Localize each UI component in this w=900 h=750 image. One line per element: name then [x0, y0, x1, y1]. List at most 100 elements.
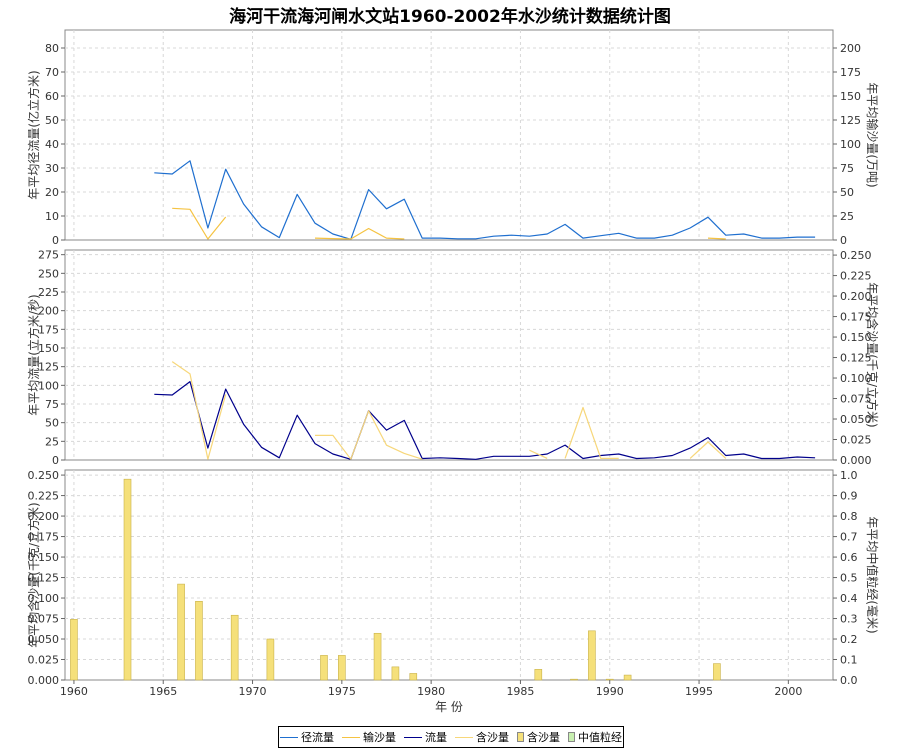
- legend-box-swatch: [517, 732, 524, 742]
- x-tick-label: 2000: [774, 685, 802, 698]
- y2-tick-label: 0.050: [840, 413, 872, 426]
- y-tick-label: 225: [38, 286, 59, 299]
- y2-tick-label: 0.2: [840, 633, 858, 646]
- y2-tick-label: 0.1: [840, 654, 858, 667]
- y-tick-label: 150: [38, 342, 59, 355]
- legend-label: 含沙量: [527, 731, 560, 744]
- y-tick-label: 0.125: [28, 572, 60, 585]
- y-axis-label: 年平均流量(立方米/秒): [26, 294, 41, 415]
- y2-tick-label: 0.000: [840, 454, 872, 467]
- x-tick-label: 1980: [417, 685, 445, 698]
- panel-1: 0 10 20 30 40 50 60 70 80 0 25 50 75 100 125 150 175 200 年…: [26, 29, 880, 247]
- page-title: 海河干流海河闸水文站1960-2002年水沙统计数据统计图: [229, 7, 671, 27]
- y2-tick-label: 50: [840, 186, 854, 199]
- bar: [70, 619, 78, 681]
- legend-item: 中值粒经: [568, 729, 622, 745]
- plot-frame: [64, 249, 834, 461]
- bar: [534, 669, 543, 681]
- y2-tick-label: 0.025: [840, 434, 872, 447]
- y2-tick-label: 0.9: [840, 490, 858, 503]
- y-tick-label: 20: [45, 186, 59, 199]
- series-line-1: [154, 160, 816, 240]
- y2-tick-label: 0.4: [840, 592, 858, 605]
- bar: [195, 601, 203, 681]
- y-tick-label: 0.250: [28, 469, 60, 482]
- y-tick-label: 0.050: [28, 633, 60, 646]
- y-tick-label: 60: [45, 90, 59, 103]
- bar: [177, 583, 185, 681]
- y2-tick-label: 125: [840, 114, 861, 127]
- bar: [570, 678, 578, 681]
- y2-axis-label: 年平均含沙量(千克/立方米): [865, 282, 880, 427]
- legend-item: 流量: [404, 729, 447, 745]
- y2-tick-label: 0.125: [840, 352, 872, 365]
- y-tick-label: 30: [45, 162, 59, 175]
- y-tick-label: 250: [38, 267, 59, 280]
- y-tick-label: 0.100: [28, 592, 60, 605]
- x-tick-label: 1970: [239, 685, 267, 698]
- bar: [373, 632, 382, 681]
- chart-legend: 径流量 输沙量 流量 含沙量 含沙量 中值粒经: [278, 726, 624, 748]
- y2-tick-label: 0.150: [840, 331, 872, 344]
- y2-tick-label: 0.5: [840, 572, 858, 585]
- y-tick-label: 0.075: [28, 613, 60, 626]
- y-tick-label: 0.175: [28, 531, 60, 544]
- y-tick-label: 50: [45, 114, 59, 127]
- plot-frame: [64, 469, 834, 681]
- y-tick-label: 200: [38, 305, 59, 318]
- x-axis-label: 年 份: [435, 700, 463, 714]
- y2-tick-label: 100: [840, 138, 861, 151]
- bar: [605, 678, 614, 681]
- y-tick-label: 75: [45, 398, 59, 411]
- y2-tick-label: 0.7: [840, 531, 858, 544]
- y-tick-label: 0.225: [28, 490, 60, 503]
- y-tick-label: 275: [38, 249, 59, 262]
- bar: [409, 673, 418, 681]
- series-line-2: [171, 361, 727, 460]
- panel-3: 0.000 0.025 0.050 0.075 0.100 0.125 0.150 0.175…: [26, 469, 880, 714]
- y2-tick-label: 0.6: [840, 551, 858, 564]
- legend-label: 输沙量: [363, 731, 396, 744]
- y2-tick-label: 25: [840, 210, 854, 223]
- y2-tick-label: 0.0: [840, 674, 858, 687]
- bar: [588, 630, 596, 681]
- bar: [123, 478, 132, 681]
- y2-tick-label: 0.075: [840, 393, 872, 406]
- series-line-2: [172, 207, 726, 240]
- legend-label: 流量: [425, 731, 447, 744]
- legend-line-swatch: [404, 736, 422, 738]
- y-tick-label: 100: [38, 379, 59, 392]
- bar: [338, 655, 346, 681]
- y2-tick-label: 0.100: [840, 372, 872, 385]
- y2-tick-label: 175: [840, 66, 861, 79]
- y2-tick-label: 200: [840, 42, 861, 55]
- y-tick-label: 175: [38, 323, 59, 336]
- bar: [713, 663, 721, 681]
- x-tick-label: 1995: [685, 685, 713, 698]
- y2-tick-label: 0.175: [840, 311, 872, 324]
- y2-tick-label: 0.250: [840, 249, 872, 262]
- legend-label: 中值粒经: [578, 731, 622, 744]
- y2-tick-label: 0.8: [840, 510, 858, 523]
- y-axis-label: 年平均径流量(亿立方米): [26, 70, 41, 199]
- legend-line-swatch: [280, 736, 298, 738]
- bar: [266, 638, 275, 681]
- bar: [320, 655, 328, 681]
- y2-tick-label: 0.3: [840, 613, 858, 626]
- y2-tick-label: 0: [840, 234, 847, 247]
- y-tick-label: 0: [52, 234, 59, 247]
- y-tick-label: 0.000: [28, 674, 60, 687]
- y-tick-label: 0.025: [28, 654, 60, 667]
- y2-tick-label: 75: [840, 162, 854, 175]
- y-tick-label: 80: [45, 42, 59, 55]
- legend-label: 含沙量: [476, 731, 509, 744]
- y-tick-label: 40: [45, 138, 59, 151]
- y-tick-label: 25: [45, 435, 59, 448]
- x-tick-label: 1985: [506, 685, 534, 698]
- y2-tick-label: 1.0: [840, 469, 858, 482]
- y-tick-label: 0: [52, 454, 59, 467]
- bar: [230, 614, 239, 681]
- legend-line-swatch: [342, 736, 360, 738]
- y-tick-label: 0.150: [28, 551, 60, 564]
